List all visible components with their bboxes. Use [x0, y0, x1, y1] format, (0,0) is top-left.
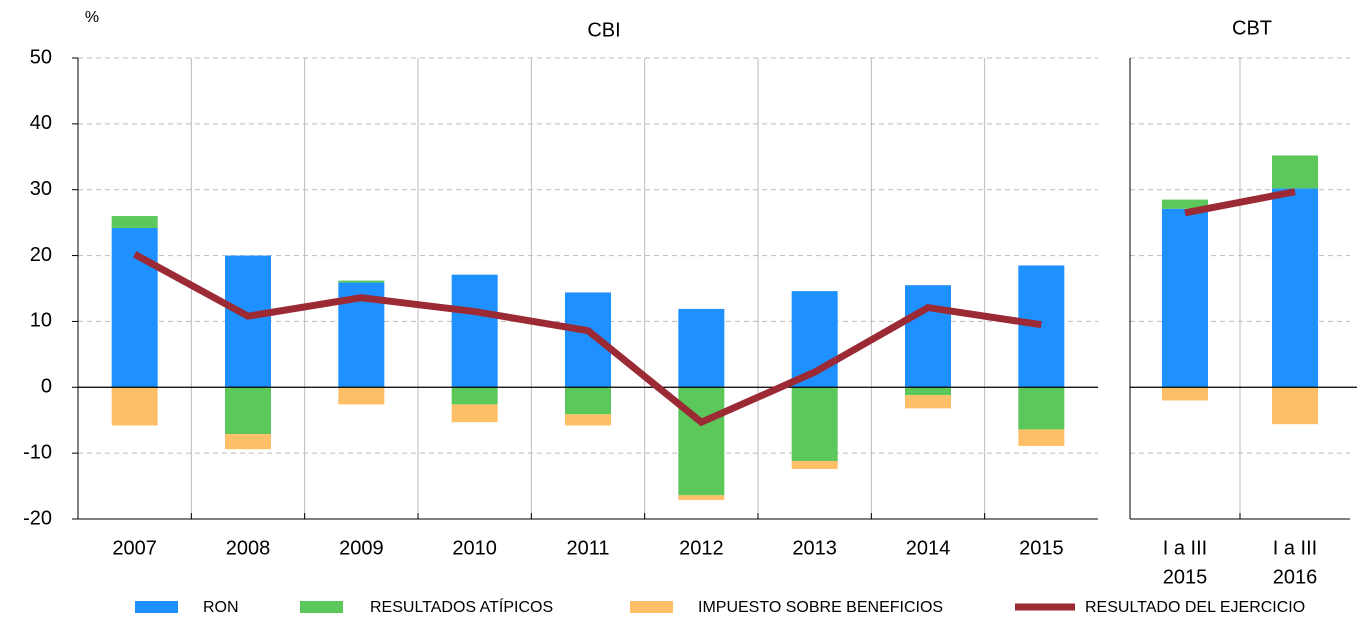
x-tick-label: 2011	[566, 537, 609, 559]
bar-segment	[225, 255, 271, 388]
line-series	[132, 251, 1042, 427]
x-tick-label: 2012	[679, 537, 724, 559]
bar-segment	[451, 404, 498, 423]
bar-segment	[1018, 429, 1065, 446]
bar-segment	[1162, 387, 1208, 401]
bar-segment	[905, 387, 951, 396]
x-tick-label: I a III	[1163, 537, 1207, 559]
y-tick-label: -20	[23, 507, 52, 529]
bar-segment	[565, 387, 611, 415]
bar-segment	[905, 395, 951, 409]
bar-segment	[791, 387, 838, 462]
bar-segment	[1162, 208, 1208, 388]
panel-title: CBT	[1232, 17, 1272, 39]
x-tick-label: 2010	[452, 537, 497, 559]
line-series	[1184, 188, 1296, 217]
x-tick-label: 2013	[792, 537, 837, 559]
bar-segment	[678, 308, 725, 388]
bar-segment	[1162, 199, 1208, 209]
legend-swatch	[300, 601, 343, 613]
bar-segment	[338, 387, 385, 405]
legend-label: RON	[203, 599, 239, 616]
bar-segment	[451, 387, 498, 405]
x-tick-label: 2007	[112, 537, 157, 559]
bar-segment	[565, 414, 611, 426]
bar-segment	[1272, 188, 1318, 388]
bar-segment	[1018, 265, 1065, 388]
bar-segment	[111, 387, 158, 426]
bar-segment	[791, 461, 838, 469]
x-tick-label: 2015	[1019, 537, 1064, 559]
x-tick-label: 2009	[339, 537, 384, 559]
y-tick-label: 30	[30, 178, 52, 200]
y-tick-label: 10	[30, 310, 52, 332]
legend-swatch	[630, 601, 673, 613]
panel-title: CBI	[587, 19, 620, 41]
y-tick-label: 40	[30, 112, 52, 134]
bar-segment	[1018, 387, 1065, 430]
bar-segment	[1272, 387, 1318, 425]
bar-segment	[678, 495, 725, 500]
bar-segment	[225, 434, 271, 450]
bar-segment	[338, 280, 385, 283]
x-tick-label: 2015	[1163, 566, 1208, 588]
y-tick-label: 0	[41, 376, 52, 398]
y-tick-label: 50	[30, 46, 52, 68]
x-tick-label: I a III	[1273, 537, 1317, 559]
legend-label: RESULTADO DEL EJERCICIO	[1085, 599, 1305, 616]
bar-segment	[905, 285, 951, 388]
y-tick-label: 20	[30, 244, 52, 266]
unit-label: %	[85, 9, 99, 26]
bar-segment	[1272, 155, 1318, 189]
bar-segment	[225, 387, 271, 435]
bar-segment	[451, 274, 498, 388]
y-tick-label: -10	[23, 441, 52, 463]
x-tick-label: 2016	[1273, 566, 1318, 588]
legend-swatch	[135, 601, 178, 613]
legend-label: IMPUESTO SOBRE BENEFICIOS	[698, 599, 943, 616]
x-tick-label: 2014	[906, 537, 951, 559]
legend-label: RESULTADOS ATÍPICOS	[370, 597, 553, 616]
x-tick-label: 2008	[226, 537, 271, 559]
bar-segment	[678, 387, 725, 496]
bar-segment	[111, 227, 158, 388]
bar-segment	[111, 216, 158, 228]
